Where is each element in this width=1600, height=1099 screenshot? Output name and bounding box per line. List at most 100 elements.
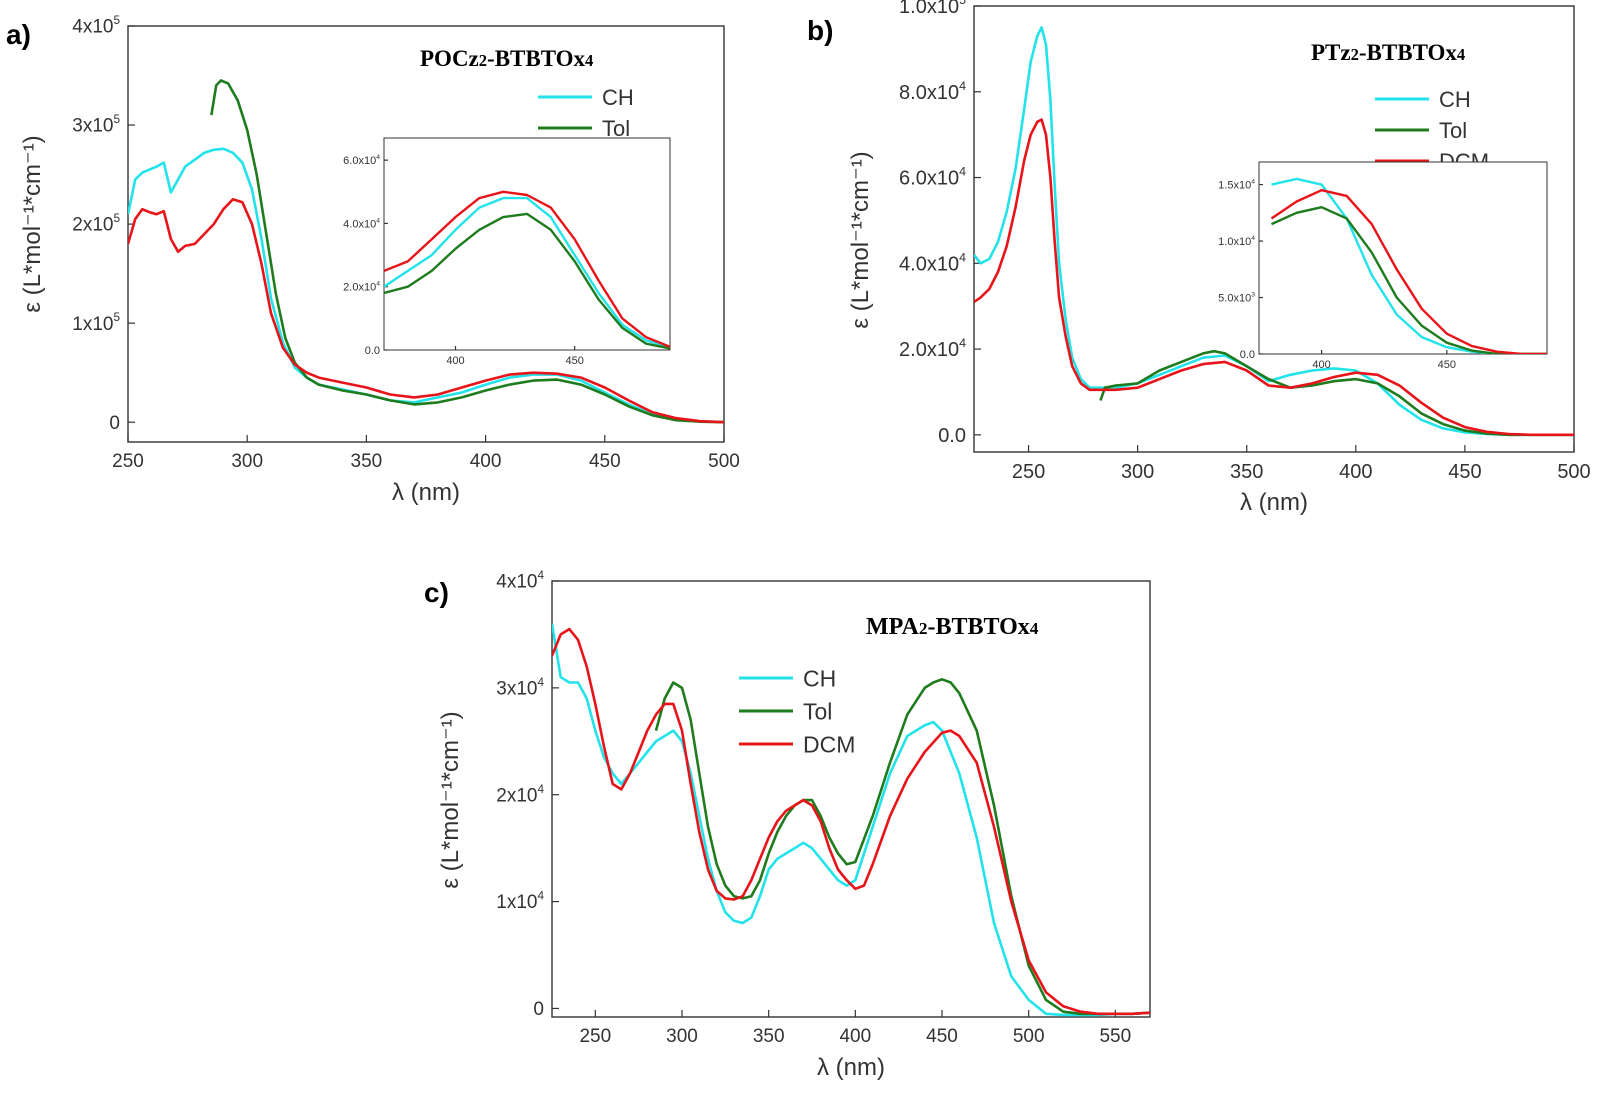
y-tick-label: 0.0 (365, 345, 380, 357)
series-line-tol (654, 677, 1150, 1016)
panel-c: 250 300 350 400 450 500 55001x1042x1043x1044x1… (424, 569, 1151, 1081)
legend-label: CH (803, 665, 836, 691)
panel-label: c) (424, 577, 449, 608)
y-tick-base: 5.0x10 (1218, 292, 1251, 304)
y-tick-base: 2.0x10 (899, 339, 959, 361)
y-tick-label: 4x105 (72, 14, 120, 38)
y-tick-exp: 4 (537, 676, 544, 689)
y-tick-base: 1.5x10 (1218, 179, 1251, 191)
y-axis-label: ε (L*mol⁻¹*cm⁻¹) (19, 135, 46, 312)
title-part: 2 (1351, 45, 1359, 64)
y-tick-label: 1x104 (496, 890, 544, 914)
y-tick-exp: 5 (113, 311, 120, 324)
plot-frame (127, 25, 725, 443)
y-tick-exp: 4 (376, 281, 380, 288)
y-tick-exp: 5 (113, 14, 120, 27)
title-part: MPA (866, 614, 920, 640)
series-line-tol (384, 212, 670, 350)
y-tick-label: 1x105 (72, 311, 120, 335)
series-line-ch (384, 196, 670, 348)
legend-item-tol: Tol (739, 698, 832, 724)
x-tick-label: 450 (1438, 359, 1456, 371)
y-tick-base: 4x10 (496, 572, 537, 593)
series-line-dcm (552, 627, 1150, 1016)
x-axis-label: λ (nm) (817, 1054, 885, 1081)
y-tick-label: 5.0x103 (1218, 291, 1255, 304)
panel-b: 250 300 350 400 450 5000.02.0x1044.0x1046.0x1… (807, 0, 1591, 516)
x-tick-label: 450 (1448, 461, 1481, 483)
series-line-dcm (1270, 188, 1547, 354)
x-tick-label: 300 (231, 451, 263, 472)
y-tick-base: 0.0 (365, 345, 380, 357)
x-tick-label: 550 (1099, 1026, 1131, 1047)
y-tick-base: 2x10 (72, 215, 113, 236)
x-tick-label: 400 (446, 355, 464, 367)
legend-item-ch: CH (1375, 87, 1471, 112)
x-tick-label: 250 (112, 451, 144, 472)
plot-frame (551, 580, 1151, 1018)
chart-title: POCz2-BTBTOx4 (420, 46, 593, 71)
series-line-ch (128, 147, 724, 424)
chart-title: MPA2-BTBTOx4 (866, 614, 1039, 640)
y-tick-base: 0.0 (938, 425, 966, 447)
x-tick-label: 250 (1012, 461, 1045, 483)
inset-frame (383, 137, 671, 351)
y-tick-exp: 4 (959, 79, 966, 93)
y-tick-label: 1.5x104 (1218, 178, 1255, 191)
series-line-dcm (384, 190, 670, 348)
legend-item-dcm: DCM (739, 731, 855, 757)
legend-label: Tol (803, 698, 832, 724)
y-tick-label: 0 (109, 413, 120, 434)
y-tick-label: 3x104 (496, 676, 544, 700)
y-tick-exp: 5 (959, 0, 966, 7)
x-tick-label: 350 (1230, 461, 1263, 483)
y-tick-base: 1.0x10 (1218, 236, 1251, 248)
y-tick-base: 6.0x10 (899, 168, 959, 190)
title-part: -BTBTOx (487, 46, 585, 71)
y-tick-base: 0 (533, 999, 544, 1020)
y-tick-exp: 5 (113, 212, 120, 225)
y-tick-exp: 4 (537, 783, 544, 796)
y-tick-base: 4.0x10 (343, 218, 376, 230)
legend-label: Tol (602, 116, 630, 141)
legend-item-ch: CH (538, 85, 634, 110)
series-line-tol (1099, 349, 1574, 437)
x-tick-label: 400 (470, 451, 502, 472)
x-tick-label: 300 (1121, 461, 1154, 483)
legend-label: CH (602, 85, 634, 110)
y-tick-base: 3x10 (496, 679, 537, 700)
y-tick-label: 2.0x104 (343, 281, 380, 294)
y-tick-base: 2.0x10 (343, 282, 376, 294)
y-tick-base: 1.0x10 (899, 0, 959, 18)
y-tick-label: 2x104 (496, 783, 544, 807)
y-tick-label: 4x104 (496, 569, 544, 593)
x-tick-label: 450 (589, 451, 621, 472)
y-tick-exp: 4 (376, 217, 380, 224)
x-tick-label: 450 (926, 1026, 958, 1047)
title-part: 2 (919, 619, 928, 638)
inset-frame (1258, 161, 1548, 355)
title-part: -BTBTOx (928, 614, 1030, 640)
y-tick-base: 4.0x10 (899, 253, 959, 275)
y-tick-base: 6.0x10 (343, 155, 376, 167)
y-tick-label: 8.0x104 (899, 79, 966, 104)
x-tick-label: 300 (666, 1026, 698, 1047)
y-tick-label: 0 (533, 999, 544, 1020)
x-tick-label: 250 (579, 1026, 611, 1047)
x-tick-label: 400 (839, 1026, 871, 1047)
series-line-dcm (974, 118, 1574, 437)
plot-frame (973, 5, 1575, 453)
y-tick-label: 6.0x104 (899, 165, 966, 190)
panel-label: a) (6, 19, 31, 50)
y-tick-base: 1x10 (496, 892, 537, 913)
x-tick-label: 450 (565, 355, 583, 367)
legend-label: Tol (1439, 118, 1467, 143)
y-tick-base: 0.0 (1240, 349, 1255, 361)
title-part: -BTBTOx (1359, 40, 1457, 65)
y-tick-exp: 4 (959, 165, 966, 179)
x-axis-label: λ (nm) (392, 479, 460, 506)
x-tick-label: 350 (351, 451, 383, 472)
y-tick-label: 6.0x104 (343, 154, 380, 167)
